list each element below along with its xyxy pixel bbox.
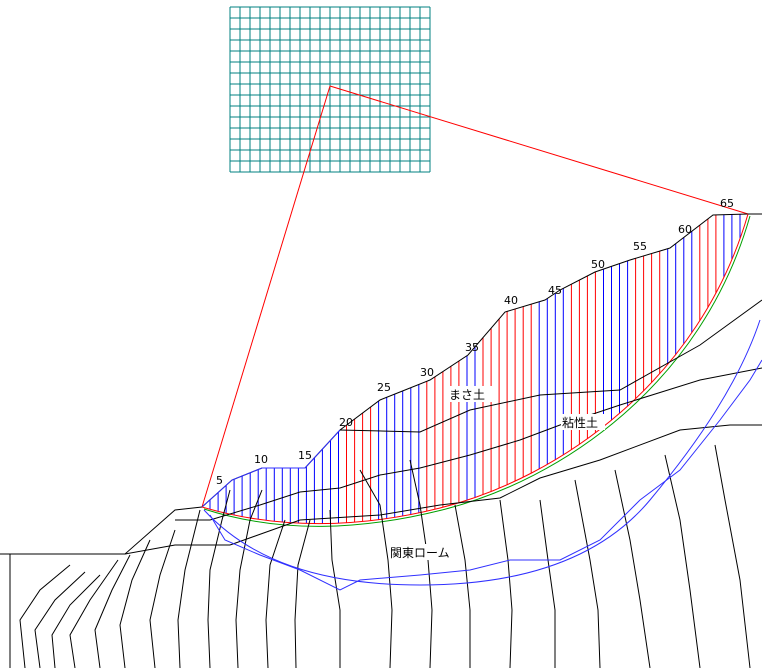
blue-contours bbox=[203, 319, 762, 591]
soil-layer-labels: まさ土 粘性土 関東ローム bbox=[389, 386, 605, 560]
stress-contours bbox=[9, 444, 751, 668]
soil-label-kanto-loam: 関東ローム bbox=[390, 546, 450, 560]
radius-line-left bbox=[201, 85, 331, 508]
slice-label-55: 55 bbox=[633, 240, 647, 253]
slice-label-45: 45 bbox=[548, 284, 562, 297]
slice-label-20: 20 bbox=[339, 416, 353, 429]
slice-label-25: 25 bbox=[377, 381, 391, 394]
slope-surface-blue bbox=[201, 429, 341, 508]
slice-label-35: 35 bbox=[465, 341, 479, 354]
slice-label-60: 60 bbox=[678, 223, 692, 236]
critical-radius-lines bbox=[201, 85, 749, 508]
radius-line-right bbox=[329, 85, 749, 215]
slice-label-40: 40 bbox=[504, 294, 518, 307]
center-search-grid bbox=[229, 6, 431, 173]
slice-lines bbox=[209, 214, 741, 524]
soil-label-masa: まさ土 bbox=[449, 388, 485, 402]
slice-number-labels: 5 10 15 20 25 30 35 40 45 50 55 60 65 bbox=[216, 197, 734, 487]
slice-label-5: 5 bbox=[216, 474, 223, 487]
slip-surface-red bbox=[201, 213, 749, 525]
slice-label-15: 15 bbox=[298, 449, 312, 462]
layer-boundaries bbox=[124, 299, 762, 555]
slope-surface bbox=[0, 213, 762, 555]
slice-label-30: 30 bbox=[420, 366, 434, 379]
slice-label-65: 65 bbox=[720, 197, 734, 210]
slice-label-10: 10 bbox=[254, 453, 268, 466]
soil-label-clay: 粘性土 bbox=[562, 415, 598, 430]
slice-label-50: 50 bbox=[591, 258, 605, 271]
slip-surface-green bbox=[203, 215, 751, 527]
